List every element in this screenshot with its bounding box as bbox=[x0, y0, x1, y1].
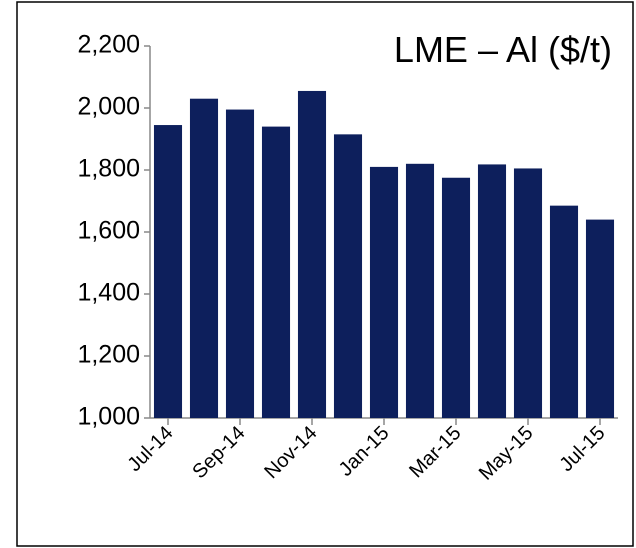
bar bbox=[189, 98, 219, 418]
y-tick-label: 1,200 bbox=[77, 341, 140, 369]
x-tick-label: Mar-15 bbox=[405, 422, 465, 482]
bar bbox=[261, 126, 291, 418]
y-tick-label: 1,800 bbox=[77, 155, 140, 183]
x-tick-label: Jul-15 bbox=[555, 422, 609, 476]
bar bbox=[477, 164, 507, 418]
x-tick-label: Jan-15 bbox=[335, 422, 394, 481]
y-tick-label: 2,000 bbox=[77, 93, 140, 121]
bar bbox=[225, 109, 255, 419]
bar bbox=[441, 177, 471, 418]
x-tick-label: Sep-14 bbox=[188, 422, 249, 483]
bar bbox=[369, 166, 399, 418]
bar bbox=[585, 219, 615, 418]
bar bbox=[405, 163, 435, 418]
y-tick-label: 1,000 bbox=[77, 403, 140, 431]
y-tick-label: 2,200 bbox=[77, 31, 140, 59]
bar bbox=[549, 205, 579, 418]
y-tick-label: 1,600 bbox=[77, 217, 140, 245]
x-tick-label: Nov-14 bbox=[260, 422, 321, 483]
bar bbox=[333, 134, 363, 418]
chart-title: LME – Al ($/t) bbox=[394, 29, 612, 70]
bar bbox=[153, 125, 183, 419]
bar bbox=[297, 90, 327, 418]
y-tick-label: 1,400 bbox=[77, 279, 140, 307]
bar bbox=[513, 168, 543, 418]
x-tick-label: May-15 bbox=[475, 422, 538, 485]
chart-border bbox=[16, 1, 634, 547]
